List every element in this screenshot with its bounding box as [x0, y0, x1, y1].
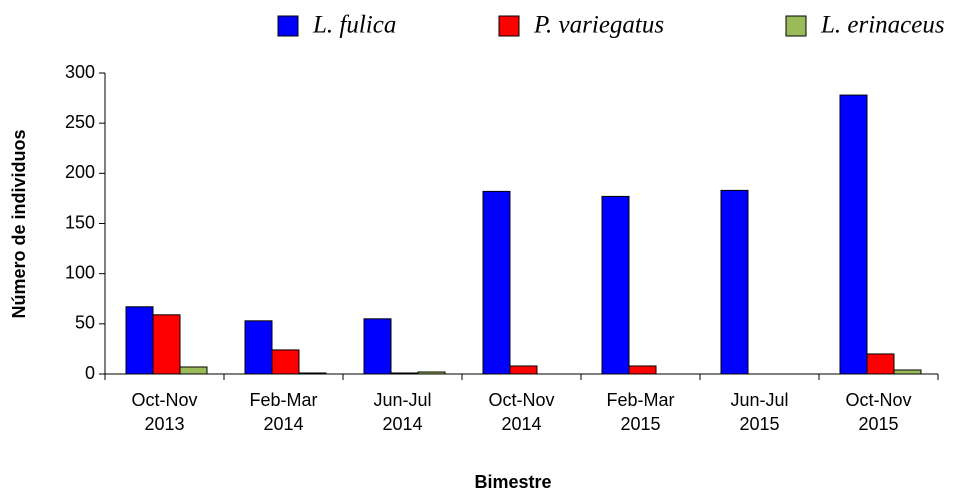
x-tick-label: Feb-Mar 2014 — [249, 390, 318, 434]
y-tick-label: 150 — [65, 212, 95, 232]
legend-swatch — [277, 15, 299, 37]
bar — [893, 369, 922, 375]
bar — [244, 320, 273, 375]
bar — [839, 94, 868, 375]
bar — [482, 190, 511, 375]
x-tick-label: Feb-Mar 2015 — [606, 390, 675, 434]
bar — [628, 365, 657, 375]
y-tick-label: 300 — [65, 62, 95, 82]
y-tick-label: 50 — [75, 313, 95, 333]
bar — [390, 372, 419, 375]
bar — [363, 318, 392, 375]
x-tick-label: Oct-Nov 2013 — [131, 390, 198, 434]
bar — [417, 371, 446, 375]
y-tick-label: 100 — [65, 262, 95, 282]
bar — [152, 314, 181, 375]
bar — [125, 306, 154, 375]
bar — [271, 349, 300, 375]
bar — [298, 372, 327, 375]
legend-label: L. fulica — [312, 12, 396, 39]
legend-label: L. erinaceus — [820, 12, 945, 39]
x-tick-label: Jun-Jul 2014 — [373, 390, 432, 434]
y-tick-label: 200 — [65, 162, 95, 182]
bar — [509, 365, 538, 375]
x-tick-label: Jun-Jul 2015 — [730, 390, 789, 434]
legend-swatch — [498, 15, 520, 37]
bar — [179, 366, 208, 375]
bar — [601, 195, 630, 375]
bar — [720, 189, 749, 375]
x-tick-label: Oct-Nov 2015 — [845, 390, 912, 434]
bar — [866, 353, 895, 375]
y-axis-label: Número de individuos — [9, 129, 29, 318]
legend-label: P. variegatus — [533, 12, 664, 39]
y-tick-label: 0 — [85, 363, 95, 383]
legend-swatch — [785, 15, 807, 37]
y-tick-label: 250 — [65, 112, 95, 132]
x-tick-label: Oct-Nov 2014 — [488, 390, 555, 434]
x-axis-label: Bimestre — [474, 472, 551, 492]
